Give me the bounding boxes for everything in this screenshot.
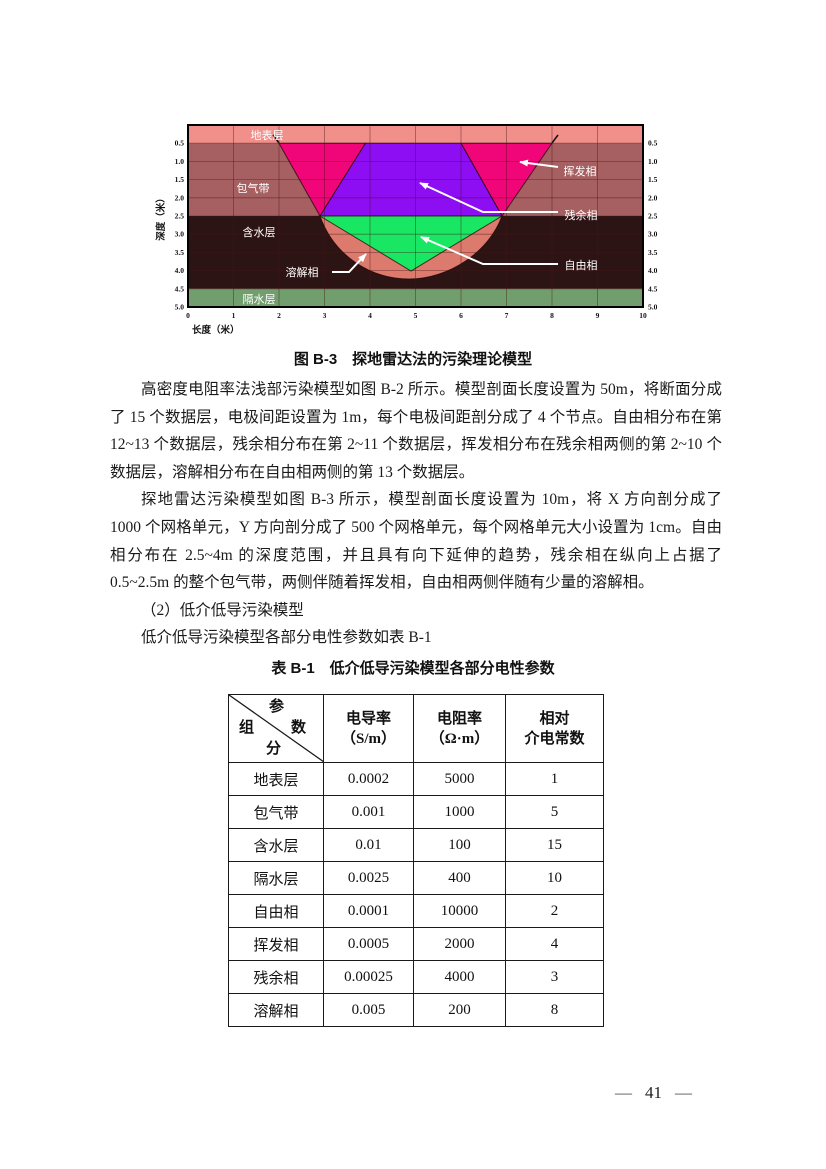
phase-labels: 挥发相 残余相 自由相 溶解相 (286, 164, 598, 279)
table-row: 含水层 0.01 100 15 (228, 828, 604, 862)
svg-text:2.5: 2.5 (175, 212, 185, 221)
svg-text:3.0: 3.0 (175, 230, 185, 239)
svg-text:0.5: 0.5 (175, 139, 185, 148)
table-row: 地表层 0.0002 5000 1 (228, 762, 604, 796)
svg-text:4.5: 4.5 (175, 284, 185, 293)
y-ticks-right: 0.5 1.0 1.5 2.0 2.5 3.0 3.5 4.0 4.5 5.0 (648, 139, 658, 312)
residual-phase-arrow (419, 182, 558, 213)
paragraph-gpr-model: 探地雷达污染模型如图 B-3 所示，模型剖面长度设置为 10m，将 X 方向剖分… (110, 491, 722, 592)
svg-text:10: 10 (639, 311, 647, 320)
free-phase-arrow (420, 236, 558, 265)
diagonal-line (229, 695, 324, 762)
svg-text:3.5: 3.5 (648, 248, 658, 257)
svg-text:1.0: 1.0 (175, 157, 185, 166)
header-resistivity: 电阻率 （Ω·m） (413, 694, 506, 763)
table-row: 自由相 0.0001 10000 2 (228, 894, 604, 928)
svg-text:3: 3 (323, 311, 327, 320)
volatile-phase-label: 挥发相 (564, 164, 597, 178)
pollution-model-diagram: 0.5 1.0 1.5 2.0 2.5 3.0 3.5 4.0 4.5 5.0 … (155, 124, 658, 336)
residual-phase-label: 残余相 (565, 208, 598, 222)
table-row: 包气带 0.001 1000 5 (228, 795, 604, 829)
svg-text:1.5: 1.5 (175, 175, 185, 184)
svg-text:4: 4 (368, 311, 372, 320)
svg-text:7: 7 (505, 311, 509, 320)
svg-text:5: 5 (414, 311, 418, 320)
svg-text:3.0: 3.0 (648, 230, 658, 239)
vadose-zone-label: 包气带 (237, 181, 270, 195)
svg-text:5.0: 5.0 (175, 303, 185, 312)
figure-b3: 0.5 1.0 1.5 2.0 2.5 3.0 3.5 4.0 4.5 5.0 … (150, 95, 680, 340)
table-row: 隔水层 0.0025 400 10 (228, 861, 604, 895)
corner-component-char-2: 分 (266, 741, 282, 757)
y-ticks-left: 0.5 1.0 1.5 2.0 2.5 3.0 3.5 4.0 4.5 5.0 (175, 139, 185, 312)
x-ticks: 0 1 2 3 4 5 6 7 8 9 10 (186, 311, 647, 320)
page-number-dash-left: — (615, 1083, 632, 1102)
diagonal-header-cell: 参 数 组 分 (228, 694, 324, 763)
plot-border (187, 124, 644, 308)
svg-text:4.5: 4.5 (648, 284, 658, 293)
dissolved-phase-label: 溶解相 (286, 265, 319, 279)
table-row: 挥发相 0.0005 2000 4 (228, 927, 604, 961)
table-caption: 表 B-1 低介低导污染模型各部分电性参数 (271, 660, 555, 677)
svg-text:1: 1 (232, 311, 236, 320)
paragraph-resistivity-model: 高密度电阻率法浅部污染模型如图 B-2 所示。模型剖面长度设置为 50m，将断面… (110, 381, 722, 481)
svg-text:1.0: 1.0 (648, 157, 658, 166)
figure-caption: 图 B-3 探地雷达法的污染理论模型 (293, 351, 533, 368)
corner-param-char-1: 参 (269, 699, 285, 715)
svg-text:0: 0 (186, 311, 190, 320)
leader-arrows (332, 159, 559, 273)
subsection-heading: （2）低介低导污染模型 (141, 601, 304, 619)
corner-param-char-2: 数 (291, 720, 307, 736)
corner-ticks (272, 134, 559, 144)
parameters-table: 参 数 组 分 电导率 （S/m） 电阻率 （Ω·m） 相对 介电常数 (228, 694, 604, 1027)
page-number-dash-right: — (675, 1083, 692, 1102)
table-row: 溶解相 0.005 200 8 (228, 993, 604, 1027)
table-row: 残余相 0.00025 4000 3 (228, 960, 604, 994)
aquitard-layer-label: 隔水层 (243, 293, 276, 306)
svg-text:2.0: 2.0 (175, 193, 185, 202)
gridlines (188, 125, 643, 307)
svg-text:1.5: 1.5 (648, 175, 658, 184)
aquifer-layer-label: 含水层 (243, 225, 276, 239)
layer-labels: 地表层 包气带 含水层 隔水层 (237, 128, 284, 306)
svg-text:8: 8 (550, 311, 554, 320)
volatile-phase-arrow (519, 159, 559, 168)
svg-text:6: 6 (459, 311, 463, 320)
y-axis-title: 深度（米） (155, 193, 167, 241)
svg-text:4.0: 4.0 (175, 266, 185, 275)
svg-text:2.0: 2.0 (648, 193, 658, 202)
free-phase-label: 自由相 (565, 258, 598, 272)
svg-text:4.0: 4.0 (648, 266, 658, 275)
svg-text:2: 2 (277, 311, 281, 320)
body-text: 高密度电阻率法浅部污染模型如图 B-2 所示。模型剖面长度设置为 50m，将断面… (110, 376, 722, 652)
page-number-value: 41 (645, 1083, 662, 1102)
dissolved-phase-arrow (332, 253, 367, 273)
svg-text:3.5: 3.5 (175, 248, 185, 257)
table-header-row: 参 数 组 分 电导率 （S/m） 电阻率 （Ω·m） 相对 介电常数 (228, 694, 604, 763)
x-axis-title: 长度（米） (192, 324, 240, 336)
svg-text:5.0: 5.0 (648, 303, 658, 312)
surface-layer-label: 地表层 (251, 128, 284, 142)
corner-component-char-1: 组 (239, 720, 255, 736)
svg-text:0.5: 0.5 (648, 139, 658, 148)
header-conductivity: 电导率 （S/m） (323, 694, 414, 763)
svg-text:2.5: 2.5 (648, 212, 658, 221)
svg-text:9: 9 (596, 311, 600, 320)
header-permittivity: 相对 介电常数 (505, 694, 604, 763)
page-number: — 41 — (615, 1083, 692, 1103)
paragraph-table-intro: 低介低导污染模型各部分电性参数如表 B-1 (141, 629, 432, 647)
